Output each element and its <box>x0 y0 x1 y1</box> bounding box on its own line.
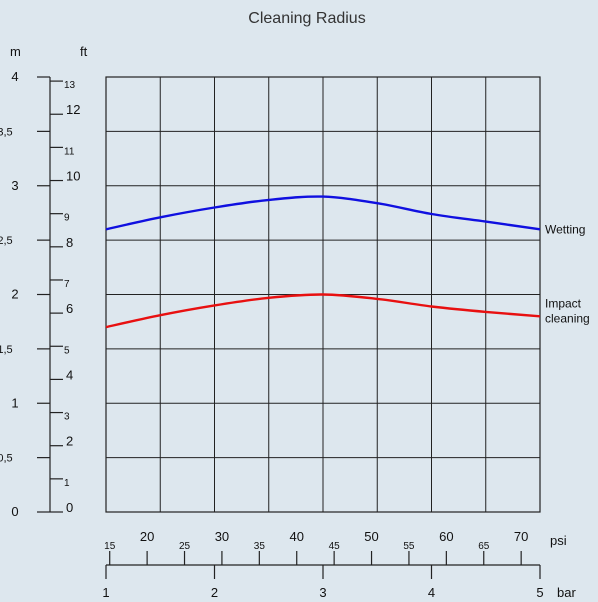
ft-tick-label: 4 <box>66 367 73 382</box>
psi-tick-label: 70 <box>514 529 528 544</box>
series-label-line: Impact <box>545 296 582 310</box>
bar-tick-label: 5 <box>536 585 543 600</box>
ft-tick-label: 8 <box>66 235 73 250</box>
m-tick-label: 0,5 <box>0 453 13 465</box>
psi-tick-label: 40 <box>289 529 303 544</box>
psi-tick-label: 65 <box>478 541 490 552</box>
m-tick-label: 3,5 <box>0 126 13 138</box>
left-axis-unit-ft: ft <box>80 44 88 59</box>
bottom-axis-unit-psi: psi <box>550 533 567 548</box>
psi-tick-label: 25 <box>179 541 191 552</box>
series-line-wetting <box>105 195 541 231</box>
bar-tick-label: 2 <box>211 585 218 600</box>
psi-tick-label: 45 <box>329 541 341 552</box>
ft-tick-label: 12 <box>66 102 80 117</box>
psi-tick-label: 55 <box>403 541 415 552</box>
psi-tick-label: 60 <box>439 529 453 544</box>
m-tick-label: 2,5 <box>0 235 13 247</box>
psi-tick-label: 20 <box>140 529 154 544</box>
m-tick-label: 3 <box>11 178 18 193</box>
series-label-line: Wetting <box>545 222 585 236</box>
ft-tick-label: 1 <box>64 478 70 489</box>
m-tick-label: 1 <box>11 395 18 410</box>
ft-tick-label: 6 <box>66 301 73 316</box>
chart-title: Cleaning Radius <box>248 10 365 27</box>
bar-tick-label: 4 <box>428 585 435 600</box>
series-label-impact-cleaning: Impact cleaning <box>545 296 590 325</box>
series-line-impact-cleaning <box>105 293 541 329</box>
m-tick-label: 4 <box>11 69 18 84</box>
ft-tick-label: 2 <box>66 434 73 449</box>
psi-tick-label: 15 <box>104 541 116 552</box>
left-axis-unit-m: m <box>10 44 21 59</box>
series-label-wetting: Wetting <box>545 222 585 236</box>
bar-tick-label: 1 <box>102 585 109 600</box>
ft-tick-label: 11 <box>64 146 75 157</box>
ft-tick-label: 5 <box>64 345 70 356</box>
bottom-axis-unit-bar: bar <box>557 585 576 600</box>
ft-tick-label: 13 <box>64 80 76 91</box>
m-tick-label: 0 <box>11 504 18 519</box>
psi-tick-label: 50 <box>364 529 378 544</box>
m-tick-label: 1,5 <box>0 344 13 356</box>
psi-tick-label: 35 <box>254 541 266 552</box>
series-label-line: cleaning <box>545 311 590 325</box>
m-tick-label: 2 <box>11 287 18 302</box>
bar-tick-label: 3 <box>319 585 326 600</box>
ft-tick-label: 10 <box>66 169 80 184</box>
psi-tick-label: 30 <box>215 529 229 544</box>
ft-tick-label: 9 <box>64 213 70 224</box>
ft-tick-label: 3 <box>64 412 70 423</box>
ft-tick-label: 0 <box>66 500 73 515</box>
ft-tick-label: 7 <box>64 279 70 290</box>
